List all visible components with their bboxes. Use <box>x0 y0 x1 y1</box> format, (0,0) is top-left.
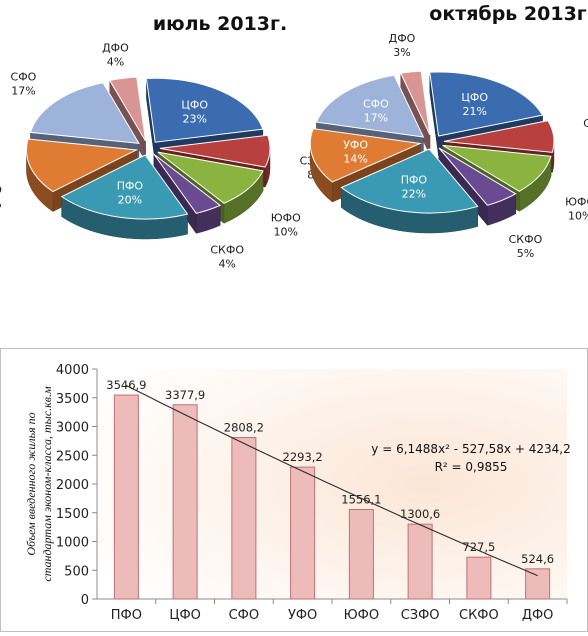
bar-0 <box>113 394 139 600</box>
pie1-slice-1 <box>159 134 271 168</box>
pie2-value-5: 14% <box>343 152 367 165</box>
y-tick-label-3: 1500 <box>56 507 89 522</box>
trendline-equation: y = 6,1488x² - 527,58x + 4234,2 <box>371 442 570 456</box>
pie1-slice-7 <box>108 76 147 142</box>
trendline-r2: R² = 0,9855 <box>435 460 508 474</box>
y-axis-label-line-1: стандартам эконом-класса, тыс.кв.м <box>40 386 54 582</box>
y-tick-label-7: 3500 <box>56 392 89 407</box>
pie1-label-4: ПФО <box>117 179 144 192</box>
pie2-label-1: СЗФО <box>583 117 588 130</box>
pie1-label-6: СФО <box>11 71 37 84</box>
pie1-label-7: ДФО <box>102 42 129 55</box>
bar-2 <box>231 437 257 600</box>
y-tick-label-5: 2500 <box>56 449 89 464</box>
bar-value-label-1: 3377,9 <box>165 388 205 402</box>
trendline <box>126 385 538 577</box>
bar-value-label-2: 2808,2 <box>224 421 264 435</box>
pie1-slice-4 <box>60 154 189 220</box>
pie1-value-4: 20% <box>118 193 142 206</box>
pie2-label-7: ДФО <box>389 32 416 45</box>
y-axis-label-line-0: Объем введенного жилья по <box>24 412 38 555</box>
pie1-value-6: 17% <box>11 85 35 98</box>
pie-charts: ЦФО23%СЗФО8%ЮФО10%СКФО4%ПФО20%УФО14%СФО1… <box>0 3 588 271</box>
bar-value-label-0: 3546,9 <box>106 378 146 392</box>
y-tick-label-2: 1000 <box>56 536 89 551</box>
bar-4 <box>348 509 374 600</box>
x-tick-label-1: ЦФО <box>169 608 201 623</box>
y-tick-label-1: 500 <box>64 564 89 579</box>
y-tick-label-8: 4000 <box>56 363 89 378</box>
pie2-label-5: УФО <box>343 138 368 151</box>
pie1-slice-5 <box>25 138 139 193</box>
pie2-slice-1 <box>443 120 555 153</box>
bar-5 <box>407 523 433 600</box>
x-tick-label-6: СКФО <box>459 608 499 623</box>
pie1-slice-2 <box>157 151 264 204</box>
pie1-value-7: 4% <box>107 56 124 69</box>
pie2-label-6: СФО <box>363 97 389 110</box>
pie1-label-5: УФО <box>0 184 2 197</box>
pie2-value-2: 10% <box>568 210 588 223</box>
x-tick-label-5: СЗФО <box>401 608 440 623</box>
bar-6 <box>466 556 492 600</box>
bar-chart-area: 0 500 1000 1500 2000 2500 3000 3500 4000 3546,9 ПФ… <box>0 348 588 632</box>
pie-chart-2: ЦФО21%СЗФО8%ЮФО10%СКФО5%ПФО22%УФО14%СФО1… <box>309 3 588 260</box>
y-tick-label-0: 0 <box>81 593 89 608</box>
pie2-label-0: ЦФО <box>461 91 488 104</box>
pie2-title: октябрь 2013г <box>429 3 587 25</box>
bar-value-label-6: 727,5 <box>462 540 495 554</box>
pie1-slice-3 <box>153 153 222 214</box>
x-tick-label-2: СФО <box>229 608 260 623</box>
pie2-slice-0 <box>429 71 544 137</box>
bar-7 <box>525 568 551 600</box>
pie2-value-3: 5% <box>517 247 534 260</box>
x-tick-label-7: ДФО <box>522 608 554 623</box>
pie1-label-3: СКФО <box>210 244 244 257</box>
bar-3 <box>290 466 316 600</box>
pie2-slice-5 <box>309 128 423 183</box>
pie2-value-6: 17% <box>364 111 388 124</box>
y-axis-label: Объем введенного жилья по стандартам экон… <box>24 386 54 582</box>
pie1-label-0: ЦФО <box>181 98 208 111</box>
plot-area <box>97 369 567 599</box>
x-tick-label-0: ПФО <box>111 608 142 623</box>
y-tick-label-6: 3000 <box>56 421 89 436</box>
pie2-slice-4 <box>340 148 479 214</box>
bar-value-label-7: 524,6 <box>521 552 554 566</box>
pie2-label-4: ПФО <box>401 173 428 186</box>
pie1-title: июль 2013г. <box>153 13 287 35</box>
pie2-value-4: 22% <box>402 187 426 200</box>
pie-charts-area: ЦФО23%СЗФО8%ЮФО10%СКФО4%ПФО20%УФО14%СФО1… <box>0 0 588 310</box>
pie1-value-3: 4% <box>218 258 235 271</box>
pie2-label-3: СКФО <box>509 233 543 246</box>
pie1-value-0: 23% <box>183 112 207 125</box>
bar-value-label-3: 2293,2 <box>283 450 323 464</box>
pie2-slice-6 <box>315 74 425 138</box>
pie2-value-0: 21% <box>463 105 487 118</box>
pie1-slice-6 <box>29 82 140 144</box>
x-tick-label-3: УФО <box>288 608 317 623</box>
bar-1 <box>172 404 198 600</box>
y-tick-label-4: 2000 <box>56 478 89 493</box>
bar-value-label-5: 1300,6 <box>400 507 440 521</box>
x-tick-label-4: ЮФО <box>344 608 379 623</box>
pie1-value-2: 10% <box>274 226 298 239</box>
bar-chart: 0 500 1000 1500 2000 2500 3000 3500 4000 3546,9 ПФ… <box>24 363 571 623</box>
pie1-value-5: 14% <box>0 198 2 211</box>
pie2-value-7: 3% <box>393 46 410 59</box>
pie-chart-1: ЦФО23%СЗФО8%ЮФО10%СКФО4%ПФО20%УФО14%СФО1… <box>0 13 333 271</box>
pie1-label-2: ЮФО <box>271 212 301 225</box>
pie2-slice-7 <box>400 70 431 136</box>
pie2-slice-3 <box>438 147 517 206</box>
pie2-label-2: ЮФО <box>565 196 588 209</box>
pie1-slice-0 <box>145 77 264 143</box>
pie2-slice-2 <box>442 144 552 192</box>
